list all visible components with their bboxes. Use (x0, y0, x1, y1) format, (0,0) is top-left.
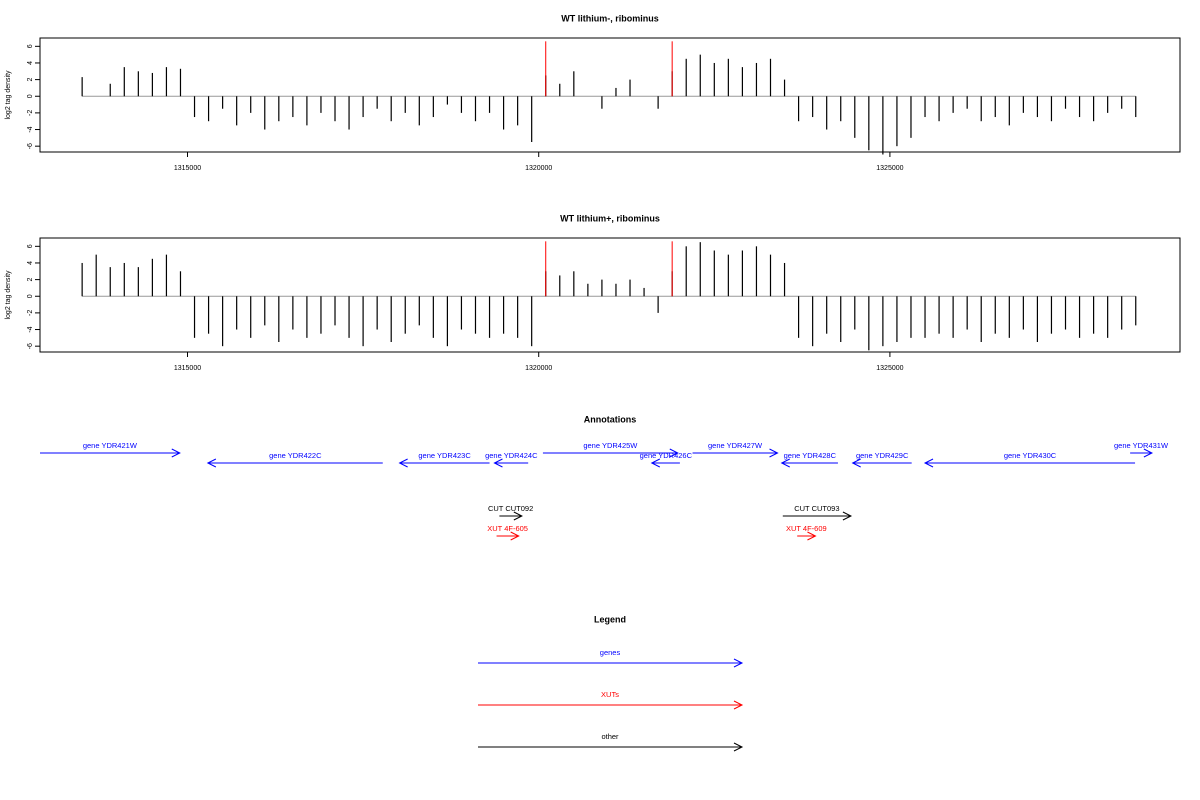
feature-label: gene YDR428C (784, 451, 837, 460)
arrow-head (1143, 448, 1154, 458)
arrow-head (842, 511, 853, 521)
feature-label: gene YDR431W (1114, 441, 1169, 450)
x-tick-label: 1315000 (174, 365, 201, 372)
annotations-title: Annotations (584, 414, 637, 424)
y-tick-label: 6 (27, 44, 34, 48)
plot-frame (39, 237, 1181, 353)
feature-label: gene YDR421W (83, 441, 138, 450)
x-tick-label: 1315000 (174, 165, 201, 172)
y-tick-label: -4 (27, 326, 34, 332)
feature-label: XUT 4F-605 (487, 524, 528, 533)
arrow-head (780, 458, 790, 468)
y-tick-label: 0 (27, 294, 34, 298)
feature-label: gene YDR424C (485, 451, 538, 460)
x-tick-label: 1320000 (525, 165, 552, 172)
arrow-head (510, 531, 520, 541)
x-tick-label: 1320000 (525, 365, 552, 372)
y-tick-label: -6 (27, 343, 34, 349)
x-tick-label: 1325000 (876, 165, 903, 172)
y-tick-label: 6 (27, 244, 34, 248)
arrow-head (807, 531, 817, 541)
feature-label: CUT CUT093 (794, 504, 839, 513)
arrow-head (493, 458, 503, 468)
legend-label: other (601, 732, 619, 741)
arrow-head (923, 458, 934, 468)
arrow-head (513, 511, 523, 521)
feature-label: gene YDR422C (269, 451, 322, 460)
feature-label: XUT 4F-609 (786, 524, 827, 533)
chart-title: WT lithium-, ribominus (561, 13, 659, 23)
plot-frame (39, 37, 1181, 153)
arrow-head (206, 458, 217, 468)
legend-arrow-head (733, 658, 744, 668)
arrow-head (398, 458, 408, 468)
feature-label: CUT CUT092 (488, 504, 533, 513)
arrow-head (851, 458, 861, 468)
arrow-head (669, 448, 679, 458)
y-axis-label: log2 tag density (5, 270, 12, 320)
x-tick-label: 1325000 (876, 365, 903, 372)
arrow-head (769, 448, 779, 458)
y-tick-label: -6 (27, 143, 34, 149)
feature-label: gene YDR426C (640, 451, 693, 460)
chart-title: WT lithium+, ribominus (560, 213, 660, 223)
y-tick-label: -2 (27, 310, 34, 316)
y-tick-label: -4 (27, 126, 34, 132)
y-tick-label: -2 (27, 110, 34, 116)
legend-arrow-head (733, 742, 744, 752)
y-tick-label: 4 (27, 261, 34, 265)
legend-title: Legend (594, 614, 626, 624)
feature-label: gene YDR427W (708, 441, 763, 450)
feature-label: gene YDR430C (1004, 451, 1057, 460)
y-tick-label: 2 (27, 278, 34, 282)
y-tick-label: 2 (27, 78, 34, 82)
legend-label: XUTs (601, 690, 619, 699)
arrow-head (650, 458, 661, 468)
feature-label: gene YDR425W (583, 441, 638, 450)
y-tick-label: 0 (27, 94, 34, 98)
legend-label: genes (600, 648, 621, 657)
arrow-head (171, 448, 181, 458)
legend-arrow-head (733, 700, 744, 710)
y-tick-label: 4 (27, 61, 34, 65)
feature-label: gene YDR429C (856, 451, 909, 460)
feature-label: gene YDR423C (418, 451, 471, 460)
y-axis-label: log2 tag density (5, 70, 12, 120)
